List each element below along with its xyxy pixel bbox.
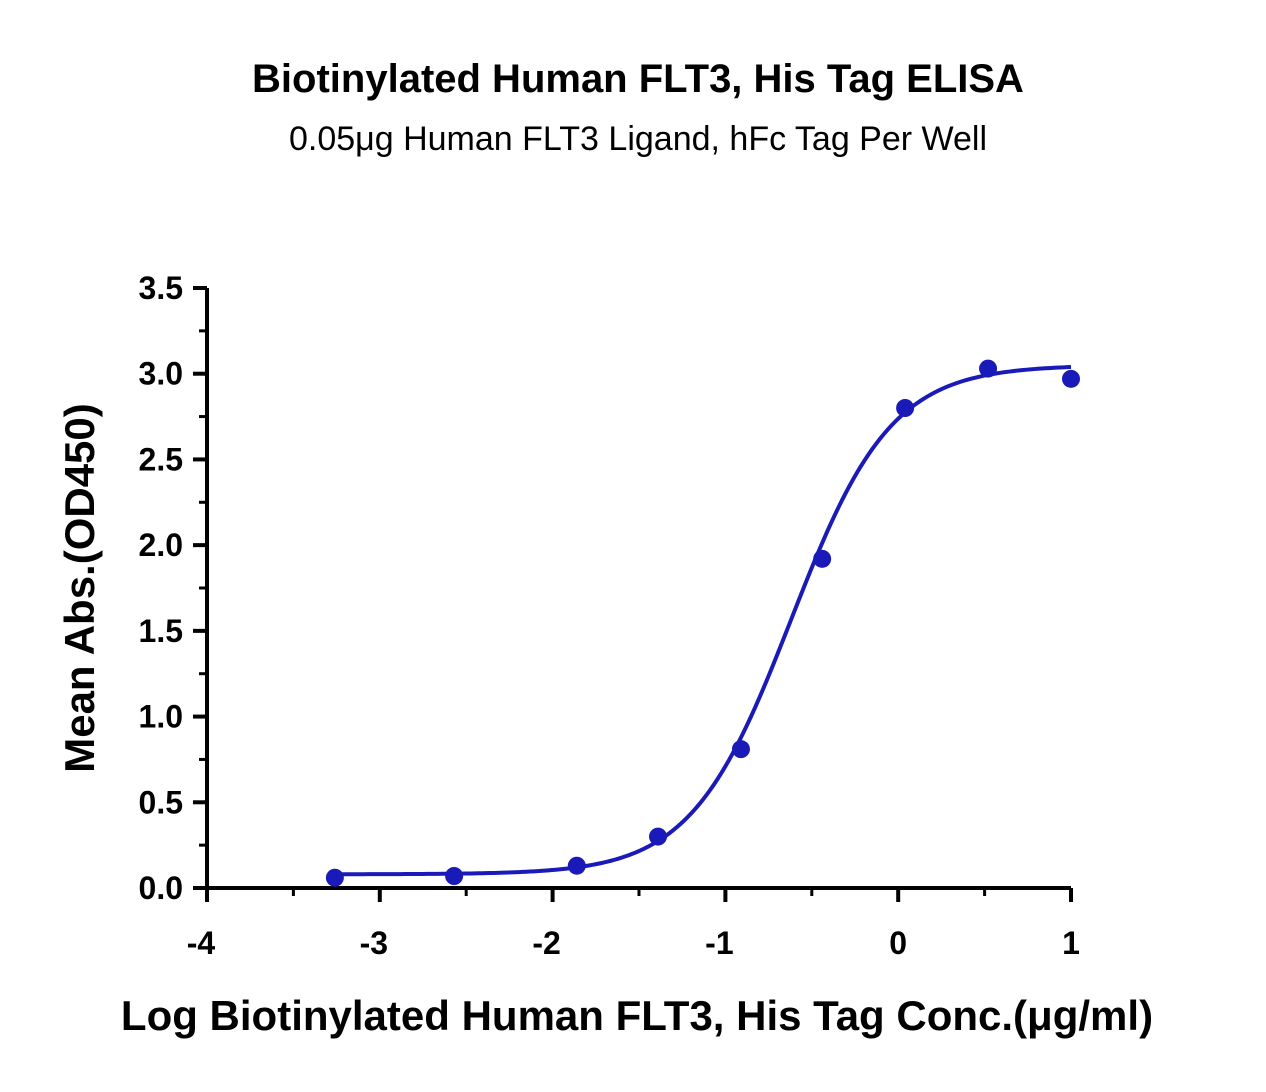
x-tick-label: -1 [705,925,733,961]
data-point [567,856,586,875]
data-point [325,868,344,887]
x-axis-label: Log Biotinylated Human FLT3, His Tag Con… [121,992,1153,1039]
x-axis: -4 -3 -2 -1 0 1 [187,886,1080,961]
y-tick-label: 3.5 [139,270,183,306]
data-point [445,867,464,885]
y-axis-label: Mean Abs.(OD450) [56,403,103,773]
y-axis: 0.0 0.5 1.0 1.5 2.0 2.5 3.0 3.5 [139,270,209,906]
data-point [813,549,832,568]
y-tick-label: 2.5 [139,441,183,477]
y-tick-label: 0.0 [139,870,183,906]
chart-title: Biotinylated Human FLT3, His Tag ELISA [252,57,1024,101]
x-tick-label: 0 [889,925,907,961]
data-point [896,399,915,417]
x-tick-label: -2 [532,925,560,961]
x-tick-label: -3 [360,925,388,961]
y-tick-label: 2.0 [139,527,183,563]
fit-curve [334,365,1072,877]
data-point [1062,369,1080,388]
y-tick-label: 1.0 [139,699,183,735]
series-group [325,359,1080,887]
y-tick-label: 3.0 [139,356,183,392]
chart-subtitle: 0.05μg Human FLT3 Ligand, hFc Tag Per We… [289,120,987,158]
x-tick-label: 1 [1062,925,1080,961]
data-point [649,827,668,846]
x-tick-label: -4 [187,925,216,961]
y-tick-label: 0.5 [139,784,183,820]
data-point [979,359,998,378]
data-point [731,740,750,759]
y-tick-label: 1.5 [139,613,183,649]
